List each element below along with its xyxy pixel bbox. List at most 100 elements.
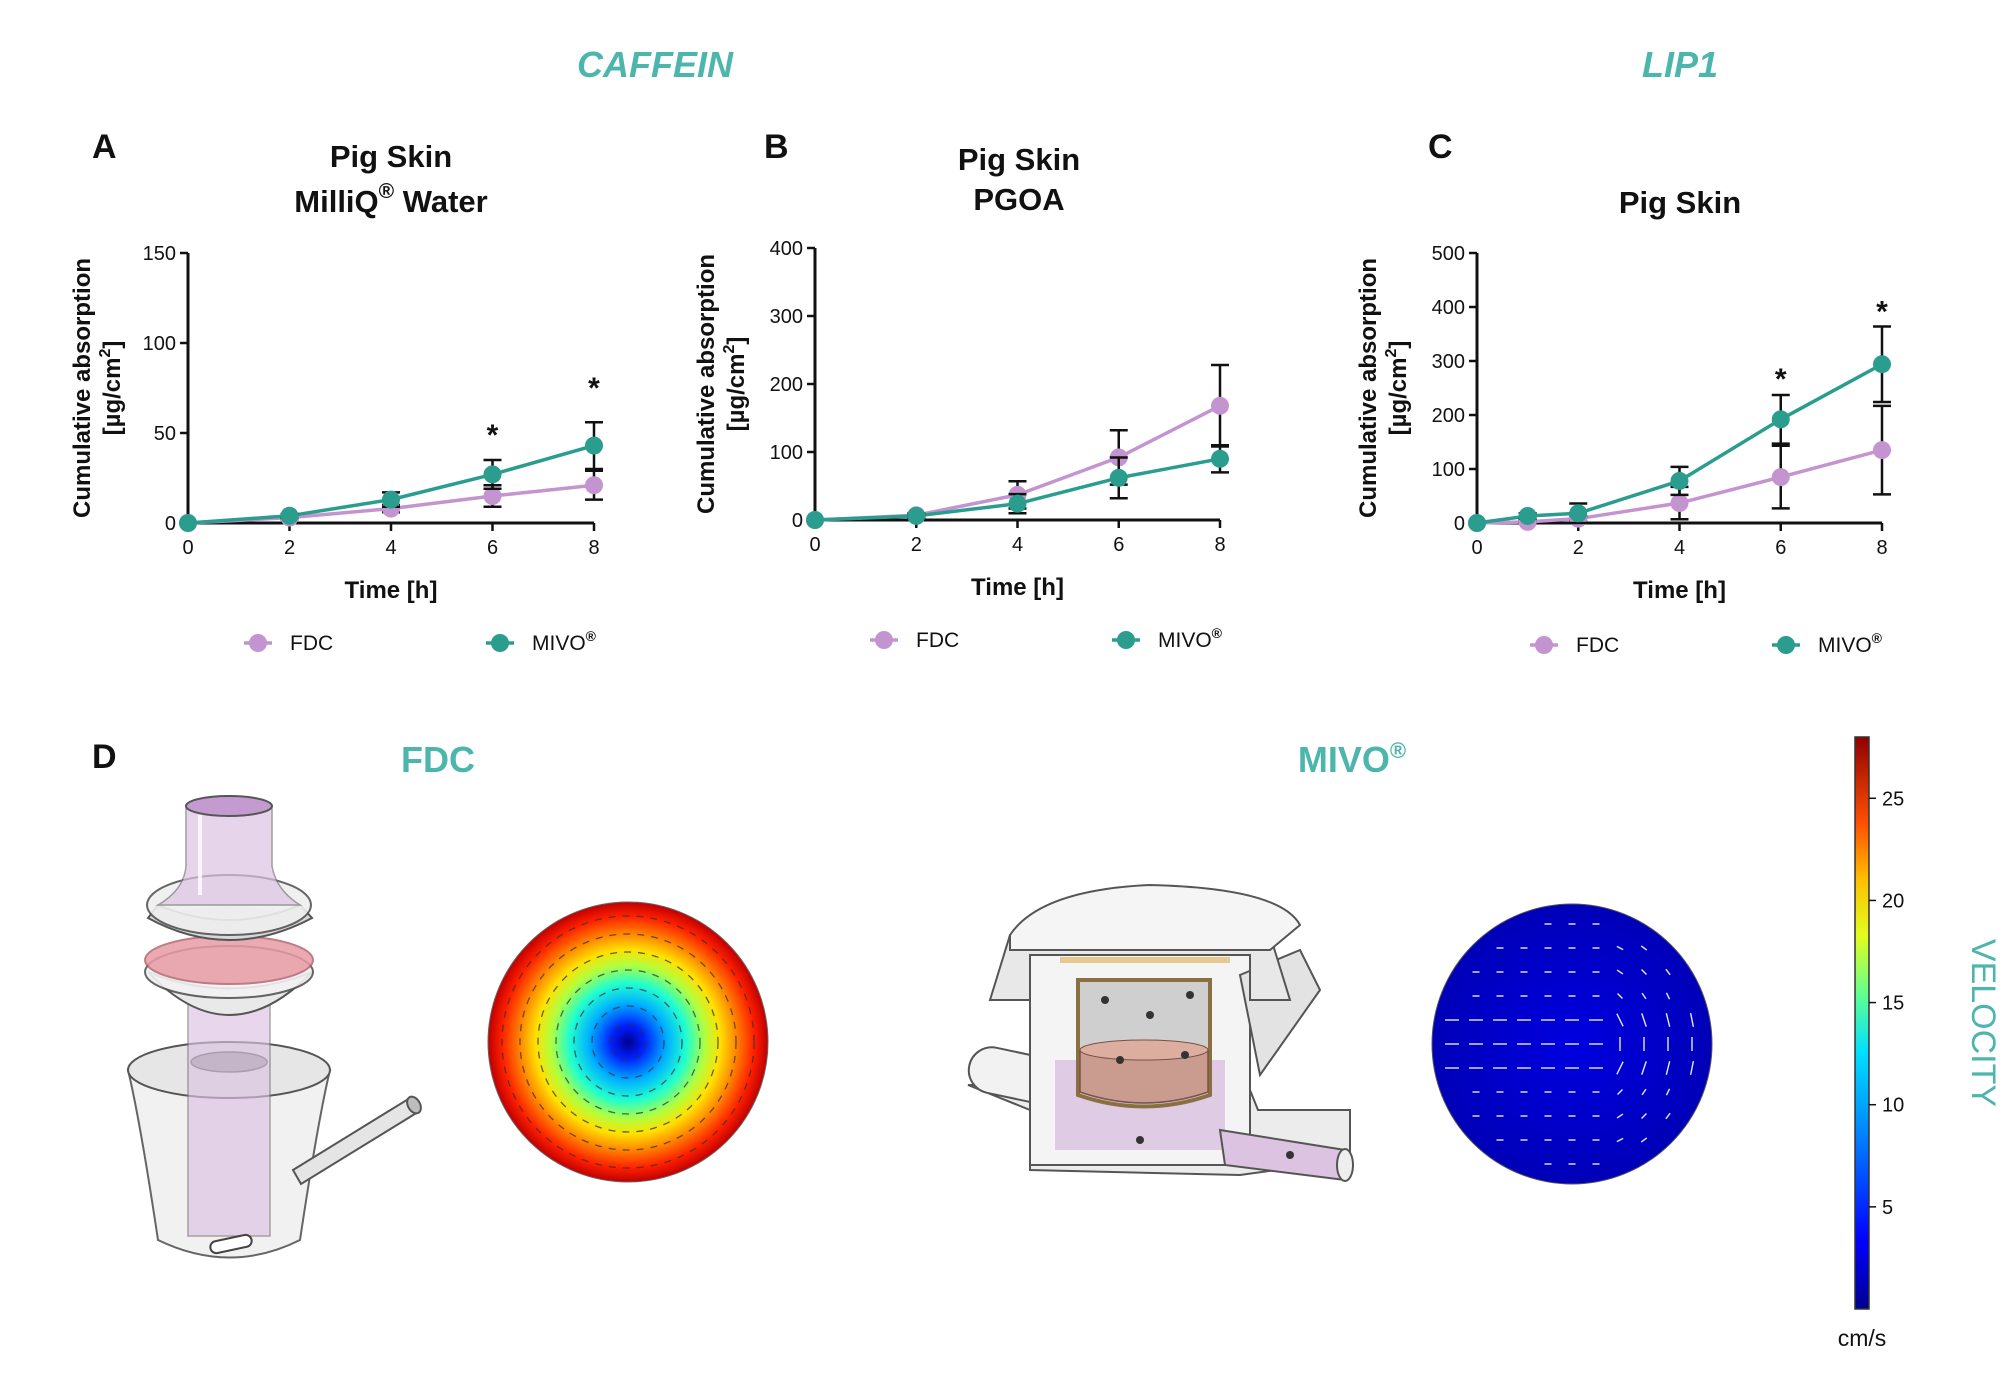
data-point-mivo xyxy=(907,506,926,525)
x-tick-label: 6 xyxy=(1113,534,1124,556)
y-tick-label: 100 xyxy=(143,333,176,355)
data-point-mivo xyxy=(1670,471,1689,490)
data-point-fdc xyxy=(585,476,603,495)
data-point-fdc xyxy=(1873,441,1891,460)
y-tick-label: 300 xyxy=(770,306,803,328)
chart-a: A Pig Skin MilliQ® Water 0 50 100 150 0 2 4 6 8 Time… xyxy=(69,128,603,655)
colorbar-label: VELOCITY xyxy=(1964,939,2002,1107)
chart-c: C Pig Skin 0 100 200 300 400 500 0 2 4 6 8 Time [h] Cu… xyxy=(1355,128,1891,657)
x-tick-label: 2 xyxy=(911,534,922,556)
y-tick-label: 100 xyxy=(770,442,803,464)
significance-star: * xyxy=(487,419,499,452)
data-point-mivo xyxy=(483,465,502,484)
y-tick-label: 200 xyxy=(1432,405,1465,427)
y-axis-label-line1: Cumulative absorption xyxy=(1355,258,1382,518)
x-axis-label: Time [h] xyxy=(345,577,438,604)
chart-title-line1: Pig Skin xyxy=(1619,185,1741,220)
y-axis-label-line2: [µg/cm2] xyxy=(1383,341,1412,436)
y-tick-label: 100 xyxy=(1432,459,1465,481)
x-tick-label: 0 xyxy=(809,534,820,556)
x-tick-label: 8 xyxy=(1214,534,1225,556)
colorbar-tick-label: 5 xyxy=(1882,1197,1893,1219)
x-axis-label: Time [h] xyxy=(971,574,1064,601)
legend-label: MIVO® xyxy=(1818,630,1883,657)
mivo-velocity-disc xyxy=(1431,903,1713,1185)
data-point-fdc xyxy=(1771,468,1790,487)
data-point-mivo xyxy=(1873,355,1891,374)
data-point-mivo xyxy=(179,514,197,532)
x-tick-label: 0 xyxy=(1471,537,1482,559)
data-point-mivo xyxy=(585,436,603,455)
x-tick-label: 6 xyxy=(487,537,498,559)
legend-label: FDC xyxy=(1576,634,1619,657)
y-axis-label-line2: [µg/cm2] xyxy=(97,341,126,436)
fdc-diagram-title: FDC xyxy=(401,739,475,780)
y-tick-label: 200 xyxy=(770,374,803,396)
y-tick-label: 0 xyxy=(165,513,176,535)
y-tick-label: 0 xyxy=(1454,513,1465,535)
significance-star: * xyxy=(588,372,600,405)
legend-label: FDC xyxy=(916,629,959,652)
y-tick-label: 0 xyxy=(792,510,803,532)
legend-marker xyxy=(1535,636,1553,654)
mivo-diagram-title: MIVO® xyxy=(1298,738,1406,780)
y-axis-label-line1: Cumulative absorption xyxy=(693,254,720,514)
legend-label: MIVO® xyxy=(532,628,597,655)
legend-label: MIVO® xyxy=(1158,625,1223,652)
data-point-mivo xyxy=(1771,410,1790,429)
data-point-fdc xyxy=(483,487,502,505)
colorbar-tick-label: 20 xyxy=(1882,890,1904,912)
x-tick-label: 2 xyxy=(1573,537,1584,559)
data-point-fdc xyxy=(1670,494,1689,513)
data-point-mivo xyxy=(1211,449,1229,468)
chart-title-line1: Pig Skin xyxy=(330,139,452,174)
y-tick-label: 150 xyxy=(143,243,176,265)
legend-marker xyxy=(249,634,267,652)
significance-star: * xyxy=(1876,296,1888,329)
data-point-mivo xyxy=(382,490,400,509)
legend-marker xyxy=(1777,636,1795,654)
chart-title-line1: Pig Skin xyxy=(958,142,1080,177)
data-point-mivo xyxy=(806,511,824,529)
fdc-velocity-disc xyxy=(487,901,769,1183)
y-axis-label-line1: Cumulative absorption xyxy=(69,258,96,518)
colorbar-tick-label: 15 xyxy=(1882,993,1904,1015)
colorbar-tick-label: 25 xyxy=(1882,788,1904,810)
caffein-header: CAFFEIN xyxy=(577,44,734,85)
legend-label: FDC xyxy=(290,632,333,655)
data-point-mivo xyxy=(1518,506,1537,525)
x-tick-label: 6 xyxy=(1775,537,1786,559)
data-point-mivo xyxy=(1008,494,1027,513)
legend-marker xyxy=(491,634,509,652)
panel-d-label: D xyxy=(92,738,117,776)
fdc-device-illustration xyxy=(126,795,422,1259)
legend-marker xyxy=(1117,631,1135,649)
y-tick-label: 500 xyxy=(1432,243,1465,265)
x-tick-label: 8 xyxy=(588,537,599,559)
data-point-mivo xyxy=(1109,468,1128,487)
chart-title-line2: PGOA xyxy=(973,182,1064,217)
y-tick-label: 50 xyxy=(154,423,176,445)
x-tick-label: 0 xyxy=(182,537,193,559)
chart-b: B Pig Skin PGOA 0 100 200 300 400 0 2 4 6 8 Time [h] C… xyxy=(693,128,1229,652)
data-point-mivo xyxy=(280,506,299,525)
legend-marker xyxy=(875,631,893,649)
data-point-mivo xyxy=(1468,514,1486,532)
y-tick-label: 400 xyxy=(1432,297,1465,319)
y-axis-label-line2: [µg/cm2] xyxy=(721,337,750,432)
data-point-mivo xyxy=(1569,504,1588,523)
chart-title-line2: MilliQ® Water xyxy=(294,180,487,219)
significance-star: * xyxy=(1775,363,1787,396)
mivo-device-illustration xyxy=(967,883,1354,1182)
x-tick-label: 8 xyxy=(1876,537,1887,559)
x-tick-label: 2 xyxy=(284,537,295,559)
data-point-fdc xyxy=(1211,396,1229,415)
panel-label: A xyxy=(92,128,117,166)
colorbar-tick-label: 10 xyxy=(1882,1095,1904,1117)
lip1-header: LIP1 xyxy=(1642,44,1718,85)
velocity-colorbar: 5 10 15 20 25 cm/s VELOCITY xyxy=(1838,736,2002,1351)
x-tick-label: 4 xyxy=(385,537,396,559)
x-tick-label: 4 xyxy=(1674,537,1685,559)
colorbar-unit: cm/s xyxy=(1838,1325,1887,1351)
x-tick-label: 4 xyxy=(1012,534,1023,556)
